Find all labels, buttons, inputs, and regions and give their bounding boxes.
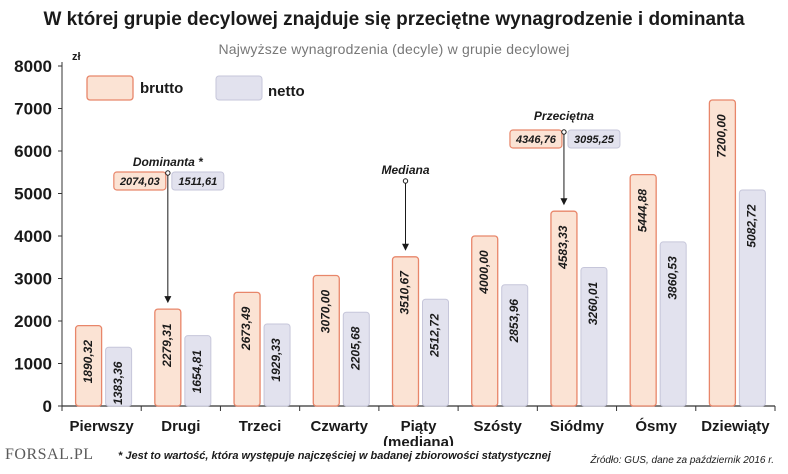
bar-brutto [708,99,737,407]
y-tick-label: 7000 [14,100,52,119]
bar-netto [105,346,133,407]
bar-chart: zł 0 1000 2000 3000 4000 5000 6000 7000 8000 1890,… [14,51,776,446]
bar-label-brutto: 4583,33 [556,225,570,270]
annotation-box-brutto [113,171,167,191]
bar-label-netto: 3260,01 [586,281,600,325]
bar-label-netto: 1654,81 [190,350,204,394]
annotation-dot [561,129,567,135]
legend-label-brutto: brutto [140,80,183,97]
bar-label-brutto: 5444,88 [635,189,649,233]
x-category-label: Dziewiąty [701,418,770,435]
bar-label-netto: 2853,96 [507,299,521,344]
annotation-title: Mediana [381,163,429,177]
annotation-value-netto: 1511,61 [178,176,217,188]
bar-label-brutto: 2279,31 [160,323,174,368]
x-category-label: Drugi [161,418,200,435]
y-tick-label: 8000 [14,57,52,76]
bar-netto [342,311,370,407]
bar-brutto [233,291,261,407]
bar-brutto [74,325,103,407]
bar-label-netto: 2205,68 [348,326,362,371]
bar-brutto [550,210,578,407]
forsal-logo: FORSAL.PL [5,446,94,463]
bar-netto [738,189,766,407]
y-axis-unit: zł [72,51,81,63]
bar-label-netto: 2512,72 [428,313,442,358]
annotation-value-brutto: 2074,03 [119,176,160,188]
bar-label-brutto: 7200,00 [715,114,729,158]
y-tick-label: 2000 [14,312,52,331]
x-category-label: Trzeci [239,418,282,435]
x-category-label: (mediana) [383,434,454,446]
annotation-value-brutto: 4346,76 [515,134,557,146]
annotation-arrow-head [560,198,568,206]
bar-netto [422,298,449,407]
legend-swatch-netto [215,75,263,101]
annotation-arrow-head [164,296,172,304]
bar-label-brutto: 1890,32 [81,340,95,384]
bar-netto [659,241,687,407]
legend-swatch-brutto [86,75,134,101]
y-tick-label: 4000 [14,227,52,246]
footnote: * Jest to wartość, która występuje najcz… [118,450,551,462]
source-note: Źródło: GUS, dane za październik 2016 r. [590,455,774,466]
x-category-label: Ósmy [635,417,677,435]
annotation-box-netto [171,171,225,191]
bar-netto [184,335,212,407]
bar-label-netto: 5082,72 [745,204,759,248]
x-category-label: Pierwszy [70,418,135,435]
annotation-arrow-head [402,243,409,251]
annotation-value-netto: 3095,25 [574,134,615,146]
bar-label-netto: 1929,33 [269,338,283,382]
y-tick-label: 1000 [14,355,52,374]
y-tick-label: 3000 [14,270,52,289]
bar-label-brutto: 2673,49 [239,306,253,351]
y-tick-label: 6000 [14,142,52,161]
bar-netto [263,323,291,407]
legend-label-netto: netto [268,83,305,100]
bar-brutto [471,235,499,407]
annotation-title: Przeciętna [534,109,594,123]
x-category-label: Piąty [401,418,438,435]
annotation-title: Dominanta * [133,155,204,169]
y-tick-label: 0 [43,397,52,416]
bar-netto [501,284,529,407]
chart-title: W której grupie decylowej znajduje się p… [43,9,745,30]
bar-brutto [629,173,657,407]
x-category-label: Siódmy [550,418,605,435]
y-tick-label: 5000 [14,185,52,204]
x-category-label: Czwarty [311,418,369,435]
bar-label-brutto: 4000,00 [477,250,491,295]
bar-brutto [154,308,182,407]
bar-netto [580,266,608,407]
bar-label-brutto: 3510,67 [398,270,412,315]
x-category-label: Szósty [474,418,523,435]
annotation-dot [402,178,409,184]
bar-brutto [312,274,340,407]
chart-subtitle: Najwyższe wynagrodzenia (decyle) w grupi… [218,41,570,57]
bar-label-netto: 1383,36 [111,361,125,405]
bar-label-brutto: 3070,00 [318,290,332,334]
bar-brutto [391,256,420,407]
annotation-box-netto [567,129,621,149]
annotation-dot [165,170,171,176]
bar-label-netto: 3860,53 [665,256,679,300]
annotation-box-brutto [509,129,563,149]
